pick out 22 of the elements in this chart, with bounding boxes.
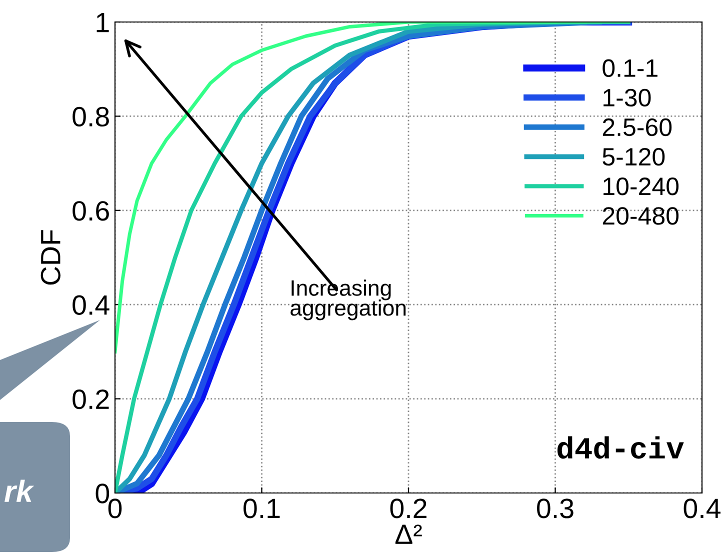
legend-label: 20-480 xyxy=(602,207,679,225)
legend-label: 2.5-60 xyxy=(602,118,672,136)
y-tick-label: 0 xyxy=(96,484,110,504)
x-tick-label: 0.1 xyxy=(244,498,280,518)
y-tick-label: 0.6 xyxy=(72,201,109,221)
x-tick-label: 0.3 xyxy=(537,498,574,518)
legend-label: 0.1-1 xyxy=(602,59,658,77)
x-tick-label: 0.4 xyxy=(684,498,720,518)
y-tick-label: 0.2 xyxy=(72,389,109,410)
legend-label: 5-120 xyxy=(602,148,665,166)
annotation: d4d-civ xyxy=(557,436,684,459)
x-axis-title: Δ² xyxy=(395,524,422,544)
text: rk xyxy=(4,480,34,502)
annotation: Increasing aggregation xyxy=(290,280,406,320)
y-tick-label: 0.4 xyxy=(72,295,110,315)
x-tick-label: 0 xyxy=(108,498,122,518)
x-tick-label: 0.2 xyxy=(390,498,426,518)
y-tick-label: 1 xyxy=(96,12,109,32)
legend-label: 10-240 xyxy=(604,178,679,196)
y-tick-label: 0.8 xyxy=(72,106,109,127)
y-axis-title: CDF xyxy=(40,230,60,285)
legend-label: 1-30 xyxy=(604,88,651,107)
